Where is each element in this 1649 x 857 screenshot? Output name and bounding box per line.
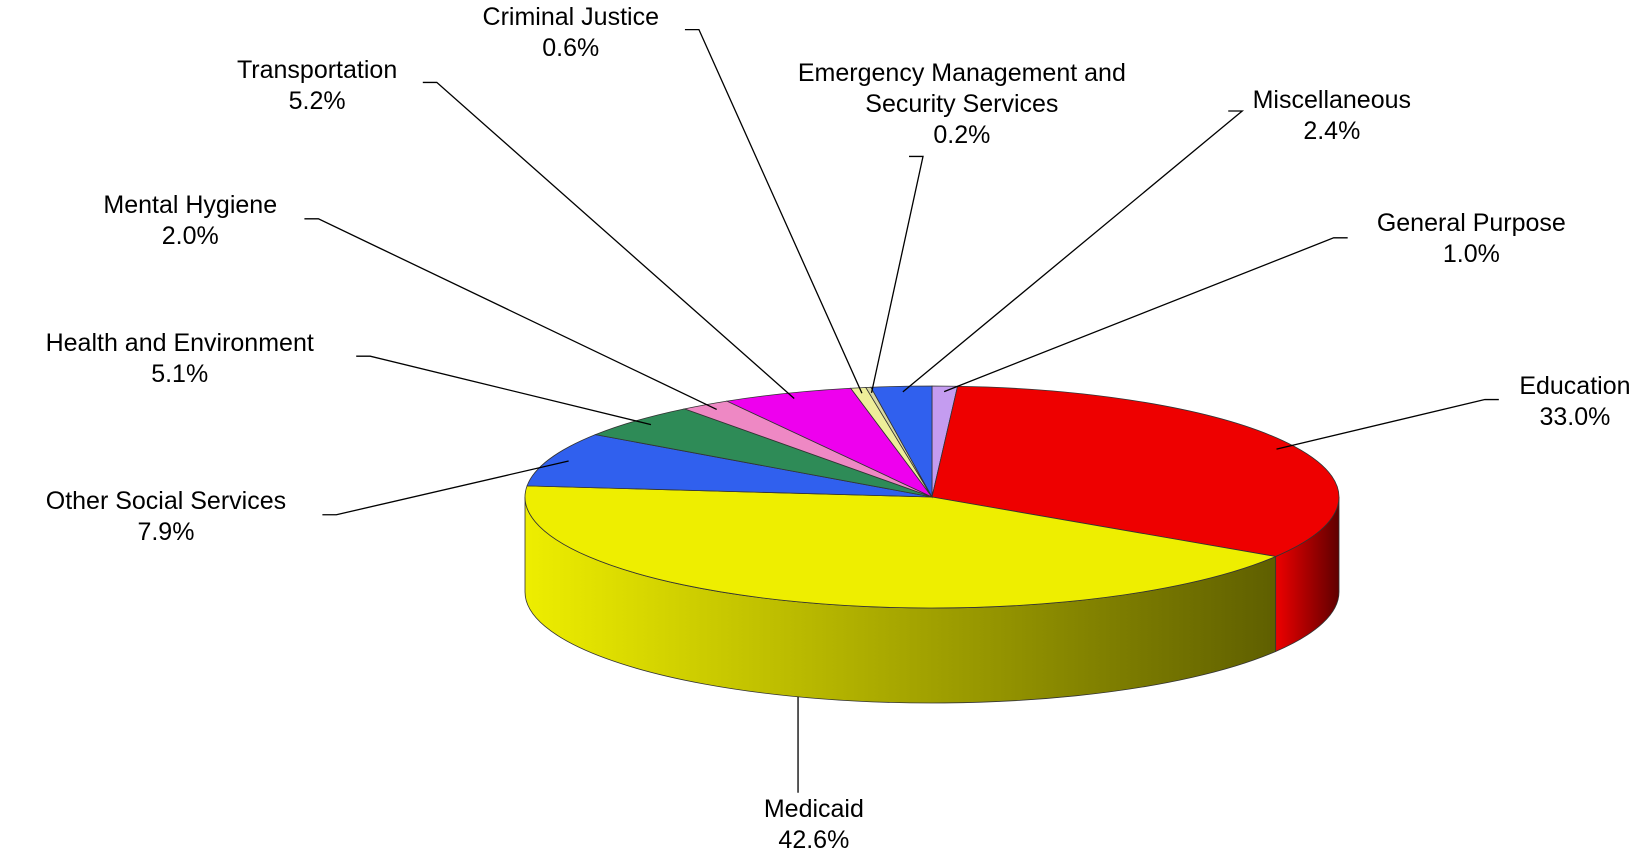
value-label: 5.2% bbox=[288, 86, 346, 115]
value-label: 42.6% bbox=[778, 825, 850, 854]
category-label: Emergency Management and Security Servic… bbox=[797, 59, 1126, 119]
value-label: 0.6% bbox=[542, 34, 600, 63]
leader-line bbox=[684, 28, 863, 394]
category-label: Miscellaneous bbox=[1252, 85, 1412, 114]
leader-line bbox=[902, 110, 1245, 393]
slice-label: Education 33.0% bbox=[1519, 371, 1630, 433]
category-label: Education bbox=[1519, 372, 1631, 400]
category-label: Transportation bbox=[236, 55, 398, 84]
leader-line bbox=[1276, 398, 1499, 450]
leader-line bbox=[356, 355, 652, 426]
category-label: Health and Environment bbox=[45, 328, 314, 357]
slice bbox=[870, 385, 933, 499]
slice-label: Other Social Services 7.9% bbox=[46, 486, 286, 548]
slice-label: Mental Hygiene 2.0% bbox=[103, 190, 277, 252]
category-label: Mental Hygiene bbox=[103, 191, 278, 220]
leader-line bbox=[322, 460, 569, 516]
slice-label: Medicaid 42.6% bbox=[764, 794, 864, 856]
leader-line bbox=[943, 237, 1348, 393]
value-label: 2.4% bbox=[1303, 116, 1361, 145]
leader-line bbox=[870, 155, 924, 393]
slice bbox=[526, 434, 933, 498]
slice-label: Miscellaneous 2.4% bbox=[1253, 85, 1411, 147]
category-label: Other Social Services bbox=[45, 487, 287, 516]
category-label: Medicaid bbox=[763, 794, 864, 823]
category-label: General Purpose bbox=[1376, 209, 1566, 238]
slice bbox=[524, 485, 1278, 609]
slice bbox=[931, 385, 1340, 557]
value-label: 2.0% bbox=[161, 222, 219, 251]
value-label: 33.0% bbox=[1539, 403, 1611, 431]
slice-label: Health and Environment 5.1% bbox=[46, 328, 314, 390]
leader-line bbox=[304, 218, 717, 410]
value-label: 0.2% bbox=[933, 121, 991, 150]
value-label: 1.0% bbox=[1442, 240, 1500, 269]
category-label: Criminal Justice bbox=[482, 3, 659, 32]
value-label: 7.9% bbox=[137, 518, 195, 547]
slice-label: Emergency Management and Security Servic… bbox=[782, 58, 1142, 151]
slice-label: General Purpose 1.0% bbox=[1377, 208, 1566, 270]
value-label: 5.1% bbox=[151, 359, 209, 388]
slice-label: Transportation 5.2% bbox=[237, 55, 397, 117]
leader-line bbox=[422, 81, 795, 399]
slice-label: Criminal Justice 0.6% bbox=[483, 2, 659, 64]
